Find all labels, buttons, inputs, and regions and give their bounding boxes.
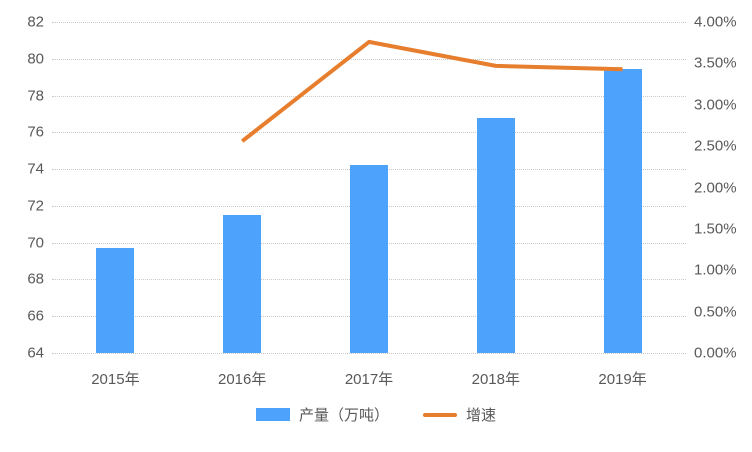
bar-2018年 [476, 117, 515, 353]
x-tick-2019年: 2019年 [598, 371, 647, 388]
y-left-tick: 72 [27, 197, 44, 215]
legend-item-2[interactable]: 增速 [423, 404, 496, 425]
legend-label: 增速 [466, 407, 497, 424]
line-series [240, 39, 623, 143]
bar-2015年 [96, 248, 135, 353]
x-tick-2017年: 2017年 [344, 371, 394, 388]
gridline [52, 58, 686, 60]
y-left-tick: 78 [27, 87, 44, 105]
bar-2016年 [223, 215, 262, 353]
y-right-tick: 1.50% [694, 220, 737, 238]
y-left-tick: 66 [27, 307, 44, 325]
y-left-tick: 80 [27, 50, 44, 68]
legend-line-swatch-icon [423, 412, 457, 417]
y-right-tick: 3.50% [694, 54, 737, 72]
bar-2017年 [350, 165, 388, 353]
gridline [52, 132, 686, 134]
y-left-tick: 82 [27, 13, 44, 31]
y-left-tick: 76 [27, 123, 44, 141]
y-left-tick: 74 [27, 160, 44, 178]
y-left-tick: 70 [27, 234, 44, 252]
y-left-tick: 64 [27, 344, 44, 362]
y-left-tick: 68 [27, 270, 44, 288]
y-right-tick: 0.50% [694, 303, 737, 321]
y-right-tick: 1.00% [694, 261, 737, 279]
x-tick-2015年: 2015年 [91, 371, 140, 388]
x-tick-2018年: 2018年 [471, 371, 520, 388]
plot-area [52, 22, 686, 354]
y-right-tick: 3.00% [694, 96, 737, 114]
chart-legend: 产量（万吨） 增速 [0, 404, 752, 425]
legend-bar-swatch-icon [255, 408, 290, 421]
legend-label: 产量（万吨） [298, 407, 389, 424]
x-tick-2016年: 2016年 [218, 371, 267, 388]
legend-item-1[interactable]: 产量（万吨） [255, 404, 389, 425]
y-right-tick: 2.50% [694, 137, 737, 155]
y-right-tick: 0.00% [694, 344, 737, 362]
y-right-tick: 2.00% [694, 179, 737, 196]
gridline [52, 95, 686, 97]
y-right-tick: 4.00% [694, 13, 737, 31]
gridline [52, 22, 686, 23]
gridline [52, 353, 686, 354]
growth-rate-line [240, 39, 623, 143]
bar-2019年 [603, 68, 642, 353]
